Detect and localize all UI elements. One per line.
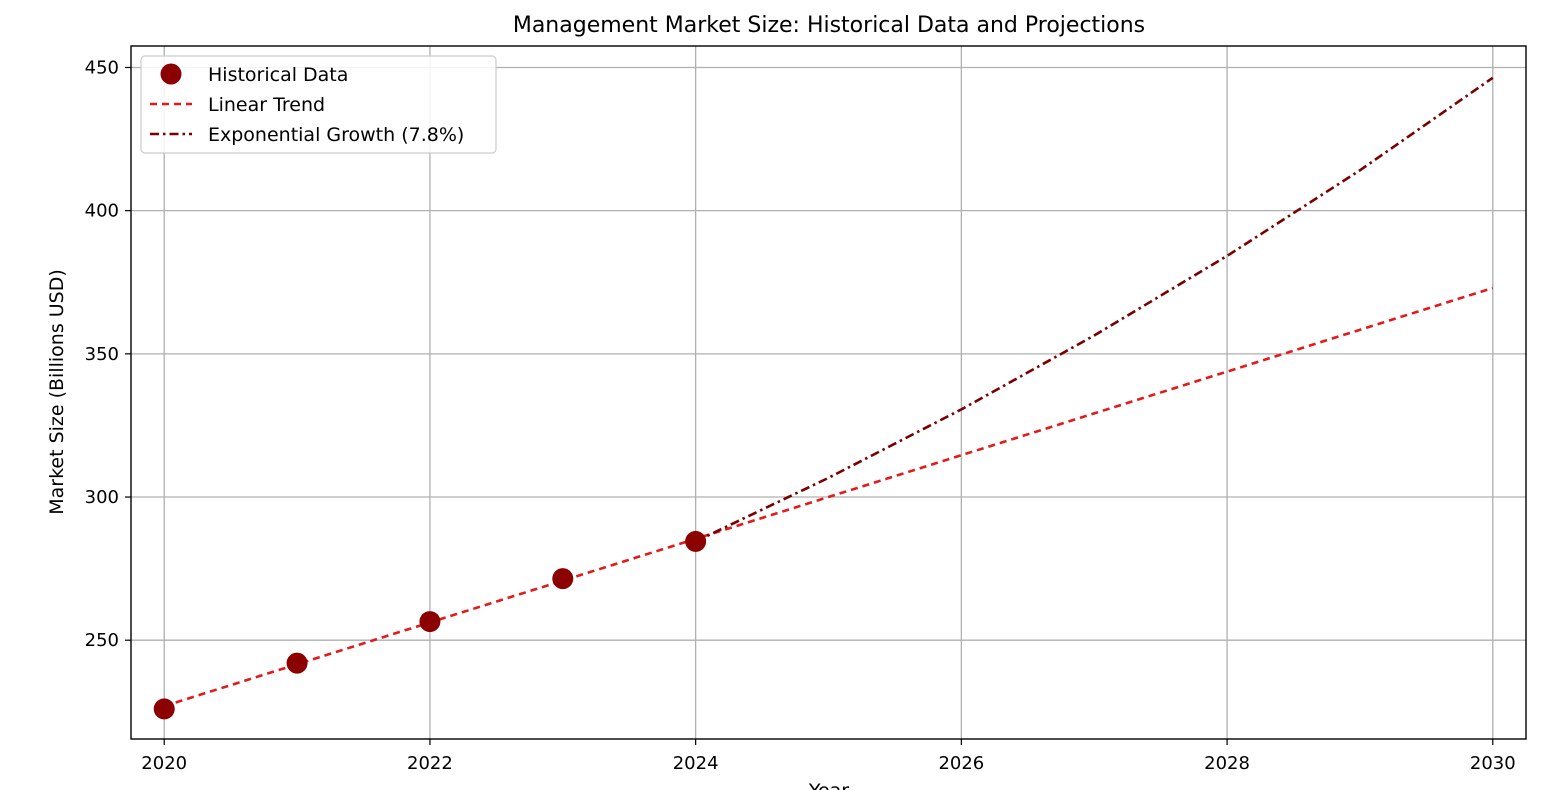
x-tick-label: 2022 xyxy=(407,753,453,774)
chart-title: Management Market Size: Historical Data … xyxy=(513,13,1145,38)
legend-label: Historical Data xyxy=(208,64,348,86)
plot-frame xyxy=(130,45,1527,740)
linear-trend-line xyxy=(163,286,1494,708)
x-tick-label: 2024 xyxy=(673,753,719,774)
y-tick-label: 400 xyxy=(85,201,119,222)
historical-data-point xyxy=(153,698,175,720)
series-layer xyxy=(153,76,1494,720)
legend-box xyxy=(140,55,497,154)
x-tick-label: 2020 xyxy=(141,753,187,774)
legend: Historical Data Linear Trend Exponential G… xyxy=(140,55,497,154)
y-axis-label: Market Size (Billions USD) xyxy=(46,269,68,515)
legend-marker-historical xyxy=(160,63,182,85)
legend-label: Linear Trend xyxy=(208,94,325,116)
historical-data-point xyxy=(552,568,574,590)
x-tick-label: 2026 xyxy=(938,753,984,774)
historical-data-point xyxy=(419,611,441,633)
y-tick-label: 250 xyxy=(85,630,119,651)
grid-lines xyxy=(131,46,1526,739)
y-tick-label: 350 xyxy=(85,344,119,365)
historical-data-point xyxy=(685,530,707,552)
y-tick-label: 450 xyxy=(85,57,119,78)
historical-data-point xyxy=(286,652,308,674)
legend-label: Exponential Growth (7.8%) xyxy=(208,124,464,146)
x-tick-label: 2028 xyxy=(1204,753,1250,774)
exponential-growth-line xyxy=(695,76,1494,543)
x-axis-label: Year xyxy=(808,780,849,790)
axis-ticks: 2020 2022 2024 2026 2028 2030 250 300 350 400 450 xyxy=(85,57,1516,774)
x-tick-label: 2030 xyxy=(1470,753,1516,774)
y-tick-label: 300 xyxy=(85,487,119,508)
